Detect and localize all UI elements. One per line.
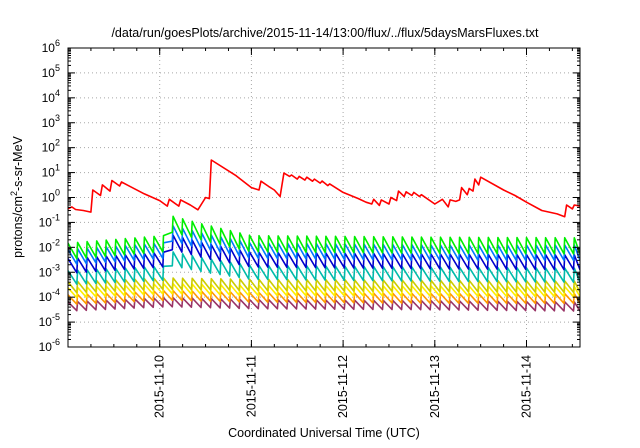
y-tick-label: 102: [42, 138, 60, 155]
x-tick-label: 2015-11-12: [336, 355, 350, 418]
x-tick-label: 2015-11-13: [428, 355, 442, 418]
y-axis-label-prefix: protons/cm: [11, 196, 25, 258]
x-axis-label: Coordinated Universal Time (UTC): [228, 426, 420, 440]
y-tick-label: 10-5: [39, 312, 60, 329]
y-tick-label: 100: [42, 188, 60, 205]
series-layer: [68, 159, 580, 312]
y-axis-label-suffix: -s-sr-MeV: [11, 135, 25, 191]
y-tick-label: 106: [42, 38, 60, 55]
grid-lines: [68, 48, 580, 347]
y-tick-label: 104: [42, 88, 60, 105]
x-tick-labels: 2015-11-10 2015-11-11 2015-11-12 2015-11-13…: [153, 355, 534, 418]
y-axis-label-superscript: 2: [9, 191, 19, 196]
series-line: [68, 251, 580, 285]
x-tick-label: 2015-11-10: [153, 355, 167, 418]
x-tick-label: 2015-11-11: [244, 355, 258, 417]
y-tick-label: 10-2: [39, 237, 60, 254]
y-tick-label: 105: [42, 63, 60, 80]
x-tick-label: 2015-11-14: [520, 355, 534, 418]
y-axis-label: protons/cm2-s-sr-MeV: [9, 135, 25, 257]
y-tick-labels: 10-6 10-5 10-4 10-3 10-2 10-1 100 101 102 103 104 1…: [39, 38, 60, 354]
y-tick-label: 10-1: [39, 212, 60, 229]
chart-title: /data/run/goesPlots/archive/2015-11-14/1…: [111, 26, 539, 40]
y-tick-label: 10-6: [39, 337, 60, 354]
series-line: [68, 159, 580, 218]
y-tick-label: 101: [42, 163, 60, 180]
y-tick-label: 10-3: [39, 262, 60, 279]
series-line: [68, 215, 580, 260]
axis-ticks: [68, 47, 580, 348]
y-tick-label: 10-4: [39, 287, 60, 304]
y-tick-label: 103: [42, 113, 60, 130]
